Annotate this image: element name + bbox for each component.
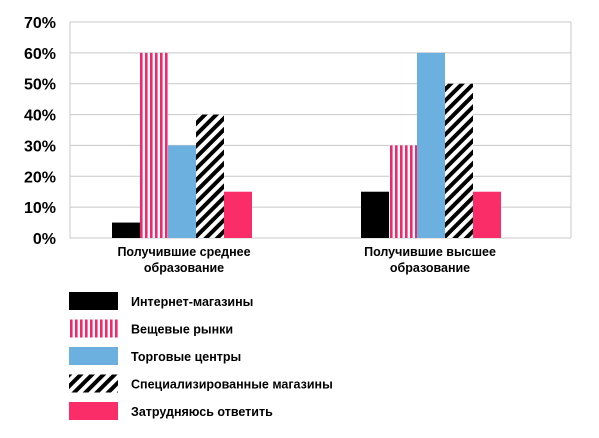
y-tick-label: 20% bbox=[24, 169, 56, 186]
legend-swatch bbox=[69, 347, 118, 365]
category-label: Получившие среднее bbox=[117, 245, 250, 259]
y-axis: 0% 10% 20% 30% 40% 50% 60% 70% bbox=[24, 15, 56, 248]
legend-label: Специализированные магазины bbox=[131, 378, 333, 392]
bar bbox=[417, 52, 445, 238]
bar bbox=[224, 191, 252, 238]
legend-label: Интернет-магазины bbox=[131, 295, 253, 309]
legend: Интернет-магазины Вещевые рынки Торговые ц… bbox=[69, 292, 333, 420]
y-tick-label: 0% bbox=[33, 231, 56, 248]
y-tick-label: 60% bbox=[24, 46, 56, 63]
legend-swatch bbox=[69, 374, 118, 393]
category-label: образование bbox=[390, 261, 470, 275]
category-label: образование bbox=[144, 261, 224, 275]
category-label: Получившие высшее bbox=[364, 245, 496, 259]
bars bbox=[112, 52, 501, 238]
bar bbox=[140, 52, 168, 238]
bar bbox=[112, 222, 140, 238]
y-tick-label: 40% bbox=[24, 108, 56, 125]
legend-swatch bbox=[69, 319, 118, 338]
legend-label: Вещевые рынки bbox=[131, 323, 233, 337]
y-tick-label: 10% bbox=[24, 200, 56, 217]
y-tick-label: 70% bbox=[24, 15, 56, 32]
bar bbox=[389, 145, 417, 238]
legend-swatch bbox=[69, 402, 118, 420]
bar bbox=[473, 191, 501, 238]
bar bbox=[168, 145, 196, 238]
y-tick-label: 30% bbox=[24, 138, 56, 155]
bar bbox=[196, 114, 224, 238]
bar bbox=[445, 83, 473, 238]
category-labels: Получившие среднее образование Получившие … bbox=[117, 245, 496, 275]
legend-label: Затрудняюсь ответить bbox=[131, 405, 273, 419]
bar bbox=[361, 191, 389, 238]
legend-label: Торговые центры bbox=[131, 350, 241, 364]
legend-swatch bbox=[69, 292, 118, 310]
y-tick-label: 50% bbox=[24, 77, 56, 94]
